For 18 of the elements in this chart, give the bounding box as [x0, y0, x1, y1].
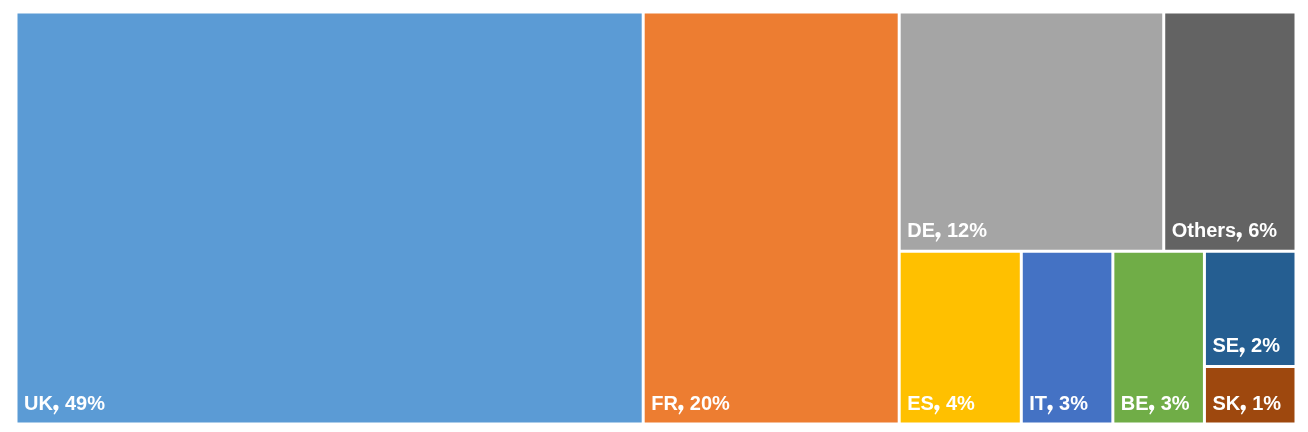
data-label: 3%	[1160, 392, 1190, 414]
category-label: IT	[1029, 392, 1048, 414]
data-label: 4%	[945, 392, 975, 414]
data-label: 12%	[946, 219, 988, 242]
category-label: BE	[1120, 392, 1149, 414]
category-label: FR	[651, 392, 679, 414]
data-label: 2%	[1251, 334, 1281, 357]
data-label: 3%	[1059, 392, 1089, 414]
data-label: 6%	[1248, 219, 1278, 242]
category-label: UK	[24, 392, 54, 414]
category-label: Others	[1171, 219, 1237, 242]
category-label: DE	[907, 219, 935, 242]
data-label: 20%	[689, 392, 731, 414]
data-label: 1%	[1252, 392, 1282, 414]
category-label: SK	[1212, 392, 1241, 414]
category-label: ES	[907, 392, 934, 414]
data-label: 49%	[64, 392, 106, 414]
category-label: SE	[1212, 334, 1240, 357]
